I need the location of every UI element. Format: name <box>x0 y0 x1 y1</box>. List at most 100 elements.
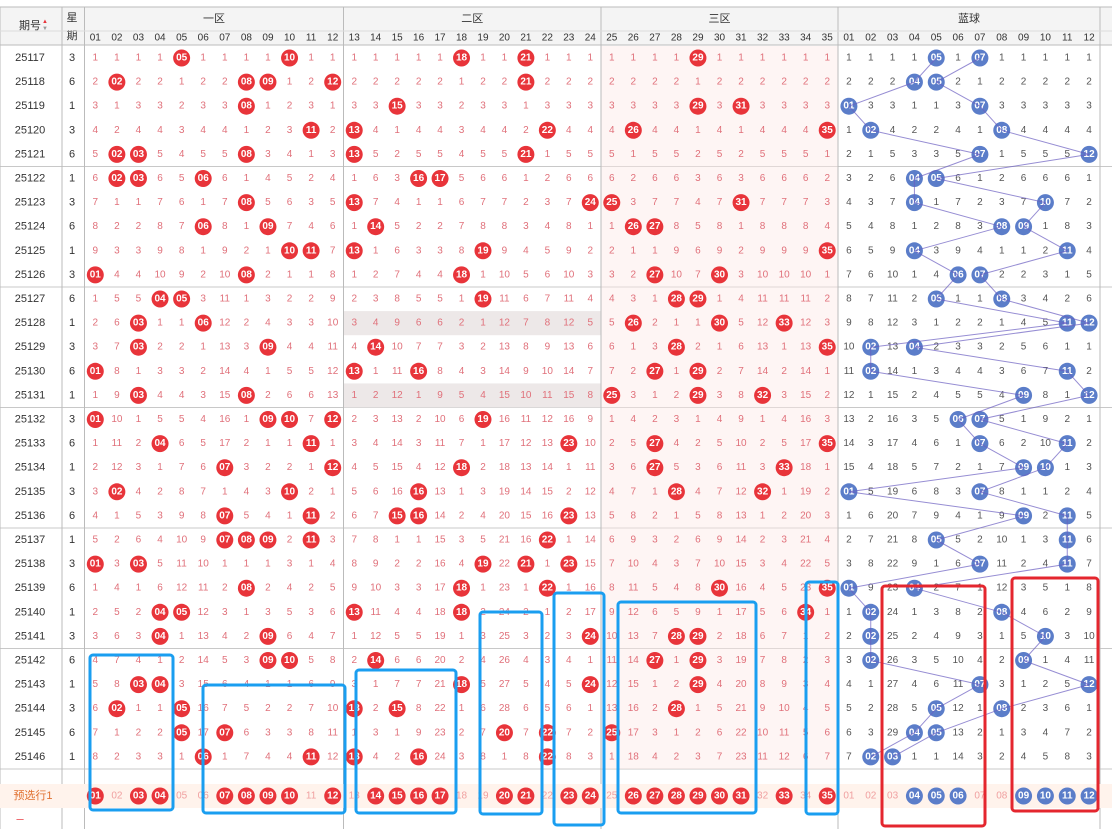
front-miss-count: 15 <box>628 679 640 690</box>
prediction-front-label: 04 <box>154 791 166 802</box>
back-miss-count: 1 <box>977 77 983 88</box>
front-miss-count: 4 <box>545 221 551 232</box>
front-miss-count: 7 <box>652 631 658 642</box>
front-miss-count: 6 <box>609 342 615 353</box>
front-ball <box>216 531 234 549</box>
highlight-box-blue <box>201 683 347 815</box>
back-miss-count: 5 <box>955 390 961 401</box>
front-ball-label: 29 <box>692 655 704 666</box>
front-miss-count: 1 <box>265 101 271 112</box>
prediction-front-label: 27 <box>649 791 661 802</box>
front-miss-count: 3 <box>717 655 723 666</box>
front-miss-count: 3 <box>545 655 551 666</box>
back-miss-count: 3 <box>933 149 939 160</box>
back-miss-count: 4 <box>955 125 961 136</box>
front-miss-count: 9 <box>179 269 185 280</box>
issue-cell: 25122 <box>15 173 46 185</box>
front-ball <box>581 194 599 212</box>
front-miss-count: 4 <box>373 318 379 329</box>
weekday-cell: 1 <box>69 173 75 185</box>
prediction-back-label: 12 <box>1084 791 1096 802</box>
front-miss-count: 7 <box>373 197 379 208</box>
front-ball <box>453 459 471 477</box>
front-miss-count: 1 <box>244 414 250 425</box>
back-miss-count: 23 <box>887 583 899 594</box>
front-ball <box>324 411 342 428</box>
back-miss-count: 8 <box>868 559 874 570</box>
front-ball <box>410 748 428 766</box>
prediction-back-unselected: 01 <box>843 791 855 802</box>
front-miss-count: 3 <box>480 631 486 642</box>
back-miss-count: 5 <box>1043 583 1049 594</box>
front-miss-count: 1 <box>652 245 658 256</box>
front-number-header: 29 <box>692 33 704 44</box>
front-miss-count: 8 <box>179 486 185 497</box>
front-miss-count: 4 <box>287 149 293 160</box>
front-miss-count: 6 <box>587 342 593 353</box>
back-miss-count: 7 <box>846 751 852 762</box>
front-miss-count: 10 <box>563 269 575 280</box>
front-miss-count: 4 <box>157 535 163 546</box>
front-ball <box>560 555 578 573</box>
front-miss-count: 3 <box>330 149 336 160</box>
back-miss-count: 2 <box>846 77 852 88</box>
front-miss-count: 1 <box>824 462 830 473</box>
front-ball <box>237 266 255 284</box>
back-miss-count: 3 <box>1043 101 1049 112</box>
back-miss-count: 4 <box>868 462 874 473</box>
back-miss-count: 2 <box>1086 197 1092 208</box>
back-miss-count: 6 <box>868 510 874 521</box>
front-miss-count: 5 <box>93 679 99 690</box>
issue-cell: 25135 <box>15 486 46 498</box>
front-ball-label: 27 <box>649 269 661 280</box>
front-miss-count: 13 <box>542 438 554 449</box>
back-miss-count: 2 <box>999 342 1005 353</box>
back-miss-count: 6 <box>955 559 961 570</box>
front-miss-count: 11 <box>112 438 123 449</box>
back-miss-count: 1 <box>846 607 852 618</box>
front-miss-count: 2 <box>587 245 593 256</box>
back-miss-count: 6 <box>933 679 939 690</box>
front-miss-count: 4 <box>587 125 593 136</box>
front-miss-count: 1 <box>93 53 99 64</box>
front-miss-count: 1 <box>545 53 551 64</box>
front-miss-count: 3 <box>631 101 637 112</box>
back-miss-count: 2 <box>977 727 983 738</box>
front-miss-count: 3 <box>695 751 701 762</box>
front-miss-count: 6 <box>287 390 293 401</box>
front-miss-count: 10 <box>499 269 511 280</box>
front-ball <box>281 652 299 669</box>
back-trend-line <box>914 250 959 276</box>
zone-header: 二区 <box>461 13 483 25</box>
back-miss-count: 4 <box>977 366 983 377</box>
front-miss-count: 1 <box>674 366 680 377</box>
back-miss-count: 7 <box>933 462 939 473</box>
front-ball-label: 21 <box>520 149 532 160</box>
front-ball-label: 22 <box>542 125 554 136</box>
front-miss-count: 25 <box>499 631 511 642</box>
front-miss-count: 9 <box>738 414 744 425</box>
front-miss-count: 2 <box>437 77 443 88</box>
front-miss-count: 2 <box>157 342 163 353</box>
front-miss-count: 3 <box>244 462 250 473</box>
front-miss-count: 1 <box>373 53 379 64</box>
front-ball-label: 03 <box>133 149 145 160</box>
back-miss-count: 7 <box>955 197 961 208</box>
front-miss-count: 6 <box>695 245 701 256</box>
front-miss-count: 24 <box>435 751 447 762</box>
front-ball <box>173 290 191 308</box>
front-ball <box>711 579 728 597</box>
prediction-front-label: 23 <box>563 791 575 802</box>
front-miss-count: 5 <box>200 438 206 449</box>
weekday-cell: 6 <box>69 582 75 594</box>
front-miss-count: 1 <box>717 342 723 353</box>
front-miss-count: 13 <box>585 510 597 521</box>
front-miss-count: 2 <box>157 727 163 738</box>
front-miss-count: 8 <box>717 510 723 521</box>
issue-header: 期号 <box>19 19 41 32</box>
front-miss-count: 1 <box>566 462 572 473</box>
front-miss-count: 4 <box>265 318 271 329</box>
front-number-header: 27 <box>649 33 661 44</box>
prediction-back-ball <box>1036 787 1054 805</box>
front-miss-count: 8 <box>93 751 99 762</box>
